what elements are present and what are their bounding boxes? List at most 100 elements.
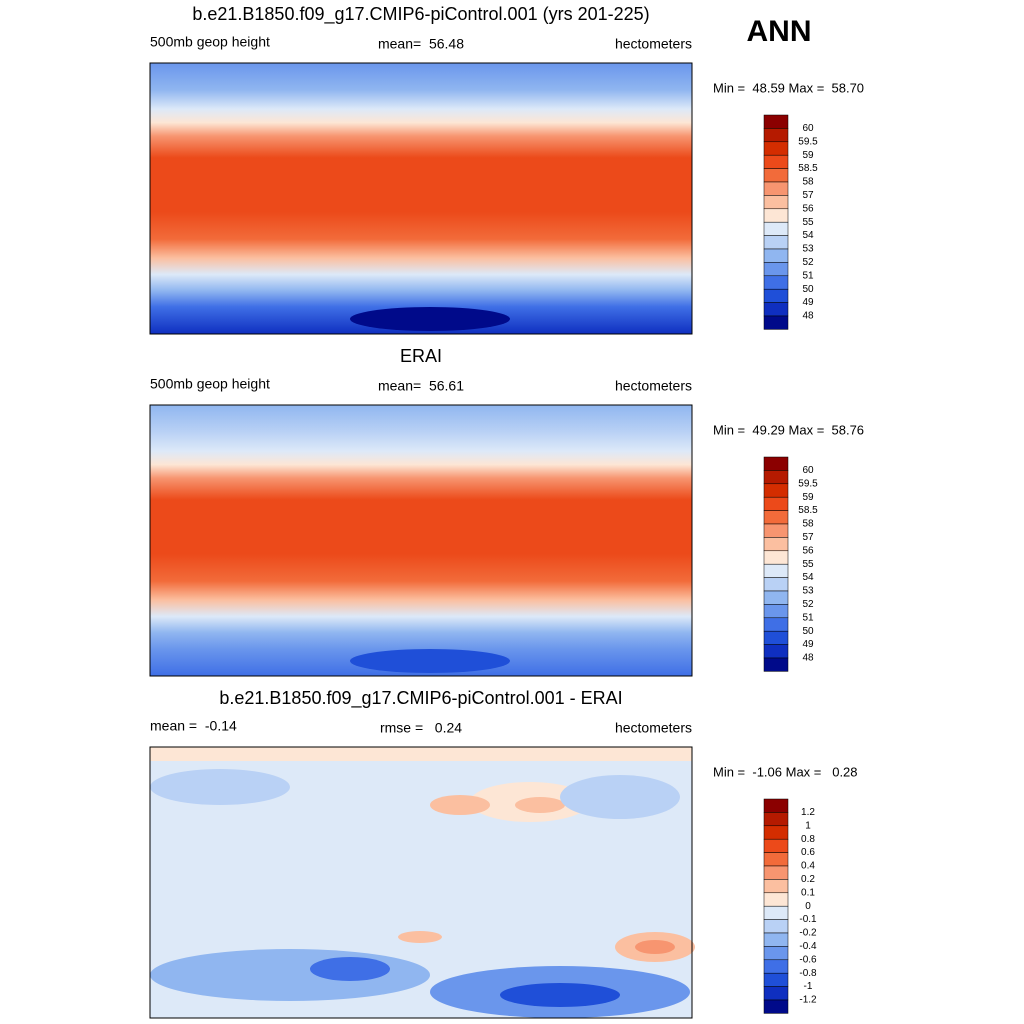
- colorbar-box: [763, 221, 789, 236]
- map-panel: [149, 746, 695, 1019]
- colorbar-label: -0.4: [799, 941, 817, 952]
- min-max-label: Min = -1.06 Max = 0.28: [713, 764, 858, 779]
- colorbar-label: 59: [802, 150, 814, 161]
- min-max-label: Min = 48.59 Max = 58.70: [713, 80, 864, 95]
- colorbar-label: 1: [805, 820, 811, 831]
- colorbar-box: [763, 208, 789, 223]
- colorbar-label: 54: [802, 572, 814, 583]
- colorbar-box: [763, 630, 789, 645]
- colorbar-label: 51: [802, 270, 814, 281]
- colorbar-box: [763, 262, 789, 277]
- colorbar-box: [763, 288, 789, 303]
- contour-patch: [560, 775, 680, 819]
- colorbar-box: [763, 496, 789, 511]
- colorbar-label: 58.5: [798, 505, 818, 516]
- colorbar-label: 55: [802, 559, 814, 570]
- left-label: mean = -0.14: [150, 718, 237, 734]
- colorbar-box: [763, 879, 789, 894]
- colorbar-label: 53: [802, 586, 814, 597]
- colorbar-label: 51: [802, 612, 814, 623]
- colorbar-box: [763, 959, 789, 974]
- colorbar-label: 59.5: [798, 136, 818, 147]
- contour-patch: [350, 307, 510, 331]
- colorbar-label: 56: [802, 545, 814, 556]
- season-title: ANN: [747, 15, 812, 48]
- contour-patch: [515, 797, 565, 813]
- colorbar-label: 0.6: [801, 847, 815, 858]
- colorbar-label: 55: [802, 217, 814, 228]
- colorbar-label: -0.6: [799, 954, 817, 965]
- colorbar-box: [763, 865, 789, 880]
- colorbar-label: 59.5: [798, 478, 818, 489]
- colorbar-label: 49: [802, 297, 814, 308]
- colorbar-label: 0: [805, 901, 811, 912]
- panel-title: b.e21.B1850.f09_g17.CMIP6-piControl.001 …: [192, 4, 649, 25]
- contour-field: [150, 405, 692, 676]
- colorbar-label: 57: [802, 190, 814, 201]
- colorbar-box: [763, 892, 789, 907]
- map-frame: [149, 746, 693, 1019]
- min-max-label: Min = 49.29 Max = 58.76: [713, 422, 864, 437]
- colorbar-box: [763, 798, 789, 813]
- left-label: 500mb geop height: [150, 34, 270, 50]
- panel-title: ERAI: [400, 346, 442, 366]
- colorbar-box: [763, 523, 789, 538]
- colorbar-label: -1.2: [799, 995, 817, 1006]
- colorbar-label: -0.2: [799, 928, 817, 939]
- colorbar-box: [763, 932, 789, 947]
- contour-patch: [398, 931, 442, 943]
- colorbar-label: 52: [802, 257, 814, 268]
- colorbar-label: 49: [802, 639, 814, 650]
- colorbar-label: 0.2: [801, 874, 815, 885]
- colorbar-label: 58.5: [798, 163, 818, 174]
- colorbar-box: [763, 248, 789, 263]
- colorbar-box: [763, 812, 789, 827]
- colorbar-box: [763, 644, 789, 659]
- map-frame: [149, 404, 693, 677]
- map-panel: [149, 62, 693, 335]
- colorbar-box: [763, 114, 789, 129]
- colorbar-label: 58: [802, 519, 814, 530]
- center-label: mean= 56.61: [378, 378, 464, 394]
- contour-field: [150, 63, 692, 334]
- colorbar-label: -1: [804, 981, 813, 992]
- colorbar-box: [763, 154, 789, 169]
- colorbar-label: -0.1: [799, 914, 817, 925]
- colorbar-box: [763, 141, 789, 156]
- colorbar-label: 59: [802, 492, 814, 503]
- colorbar-box: [763, 852, 789, 867]
- colorbar-label: 58: [802, 177, 814, 188]
- colorbar-box: [763, 577, 789, 592]
- colorbar-box: [763, 510, 789, 525]
- colorbar-label: 48: [802, 653, 814, 664]
- contour-patch: [350, 649, 510, 673]
- colorbar-box: [763, 590, 789, 605]
- map-panel: [149, 404, 693, 677]
- colorbar-label: 60: [802, 123, 814, 134]
- contour-patch: [635, 940, 675, 954]
- colorbar-label: 57: [802, 532, 814, 543]
- contour-patch: [150, 949, 430, 1001]
- colorbar-box: [763, 537, 789, 552]
- right-label: hectometers: [615, 378, 692, 394]
- right-label: hectometers: [615, 720, 692, 736]
- panel-title: b.e21.B1850.f09_g17.CMIP6-piControl.001 …: [219, 688, 622, 709]
- colorbar-box: [763, 919, 789, 934]
- contour-patch: [150, 769, 290, 805]
- colorbar-box: [763, 563, 789, 578]
- colorbar-box: [763, 275, 789, 290]
- colorbar-label: 53: [802, 244, 814, 255]
- colorbar-label: 0.4: [801, 861, 815, 872]
- colorbar-label: 1.2: [801, 807, 815, 818]
- colorbar-box: [763, 168, 789, 183]
- left-label: 500mb geop height: [150, 376, 270, 392]
- colorbar-label: 52: [802, 599, 814, 610]
- colorbar-label: 48: [802, 311, 814, 322]
- center-label: mean= 56.48: [378, 36, 464, 52]
- colorbar-label: 60: [802, 465, 814, 476]
- contour-patch: [430, 795, 490, 815]
- colorbar-box: [763, 181, 789, 196]
- colorbar-box: [763, 128, 789, 143]
- colorbar-box: [763, 905, 789, 920]
